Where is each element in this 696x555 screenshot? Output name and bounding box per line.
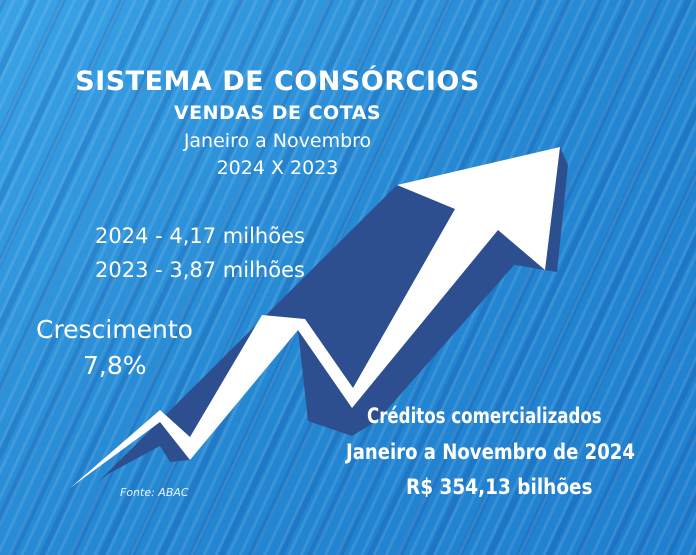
arrow-body	[70, 147, 560, 488]
page-subtitle: VENDAS DE COTAS	[173, 102, 382, 124]
growth-label: Crescimento	[36, 315, 193, 344]
credits-period: Janeiro a Novembro de 2024	[346, 440, 635, 464]
sales-2023: 2023 - 3,87 milhões	[95, 258, 305, 282]
credits-value: R$ 354,13 bilhões	[406, 475, 593, 499]
credits-title: Créditos comercializados	[367, 404, 602, 428]
growth-value: 7,8%	[83, 351, 147, 380]
sales-2024: 2024 - 4,17 milhões	[95, 224, 305, 248]
period-label: Janeiro a Novembro	[183, 130, 372, 152]
source-note: Fonte: ABAC	[120, 486, 189, 499]
page-title: SISTEMA DE CONSÓRCIOS	[75, 66, 480, 97]
comparison-label: 2024 X 2023	[216, 157, 339, 179]
